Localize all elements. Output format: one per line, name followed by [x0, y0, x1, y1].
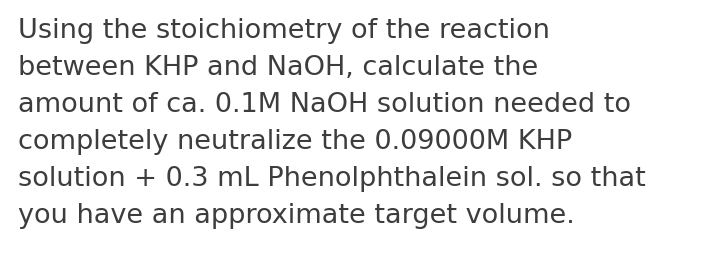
Text: you have an approximate target volume.: you have an approximate target volume.	[18, 203, 575, 229]
Text: completely neutralize the 0.09000M KHP: completely neutralize the 0.09000M KHP	[18, 129, 572, 155]
Text: Using the stoichiometry of the reaction: Using the stoichiometry of the reaction	[18, 18, 550, 44]
Text: solution + 0.3 mL Phenolphthalein sol. so that: solution + 0.3 mL Phenolphthalein sol. s…	[18, 166, 646, 192]
Text: amount of ca. 0.1M NaOH solution needed to: amount of ca. 0.1M NaOH solution needed …	[18, 92, 631, 118]
Text: between KHP and NaOH, calculate the: between KHP and NaOH, calculate the	[18, 55, 539, 81]
